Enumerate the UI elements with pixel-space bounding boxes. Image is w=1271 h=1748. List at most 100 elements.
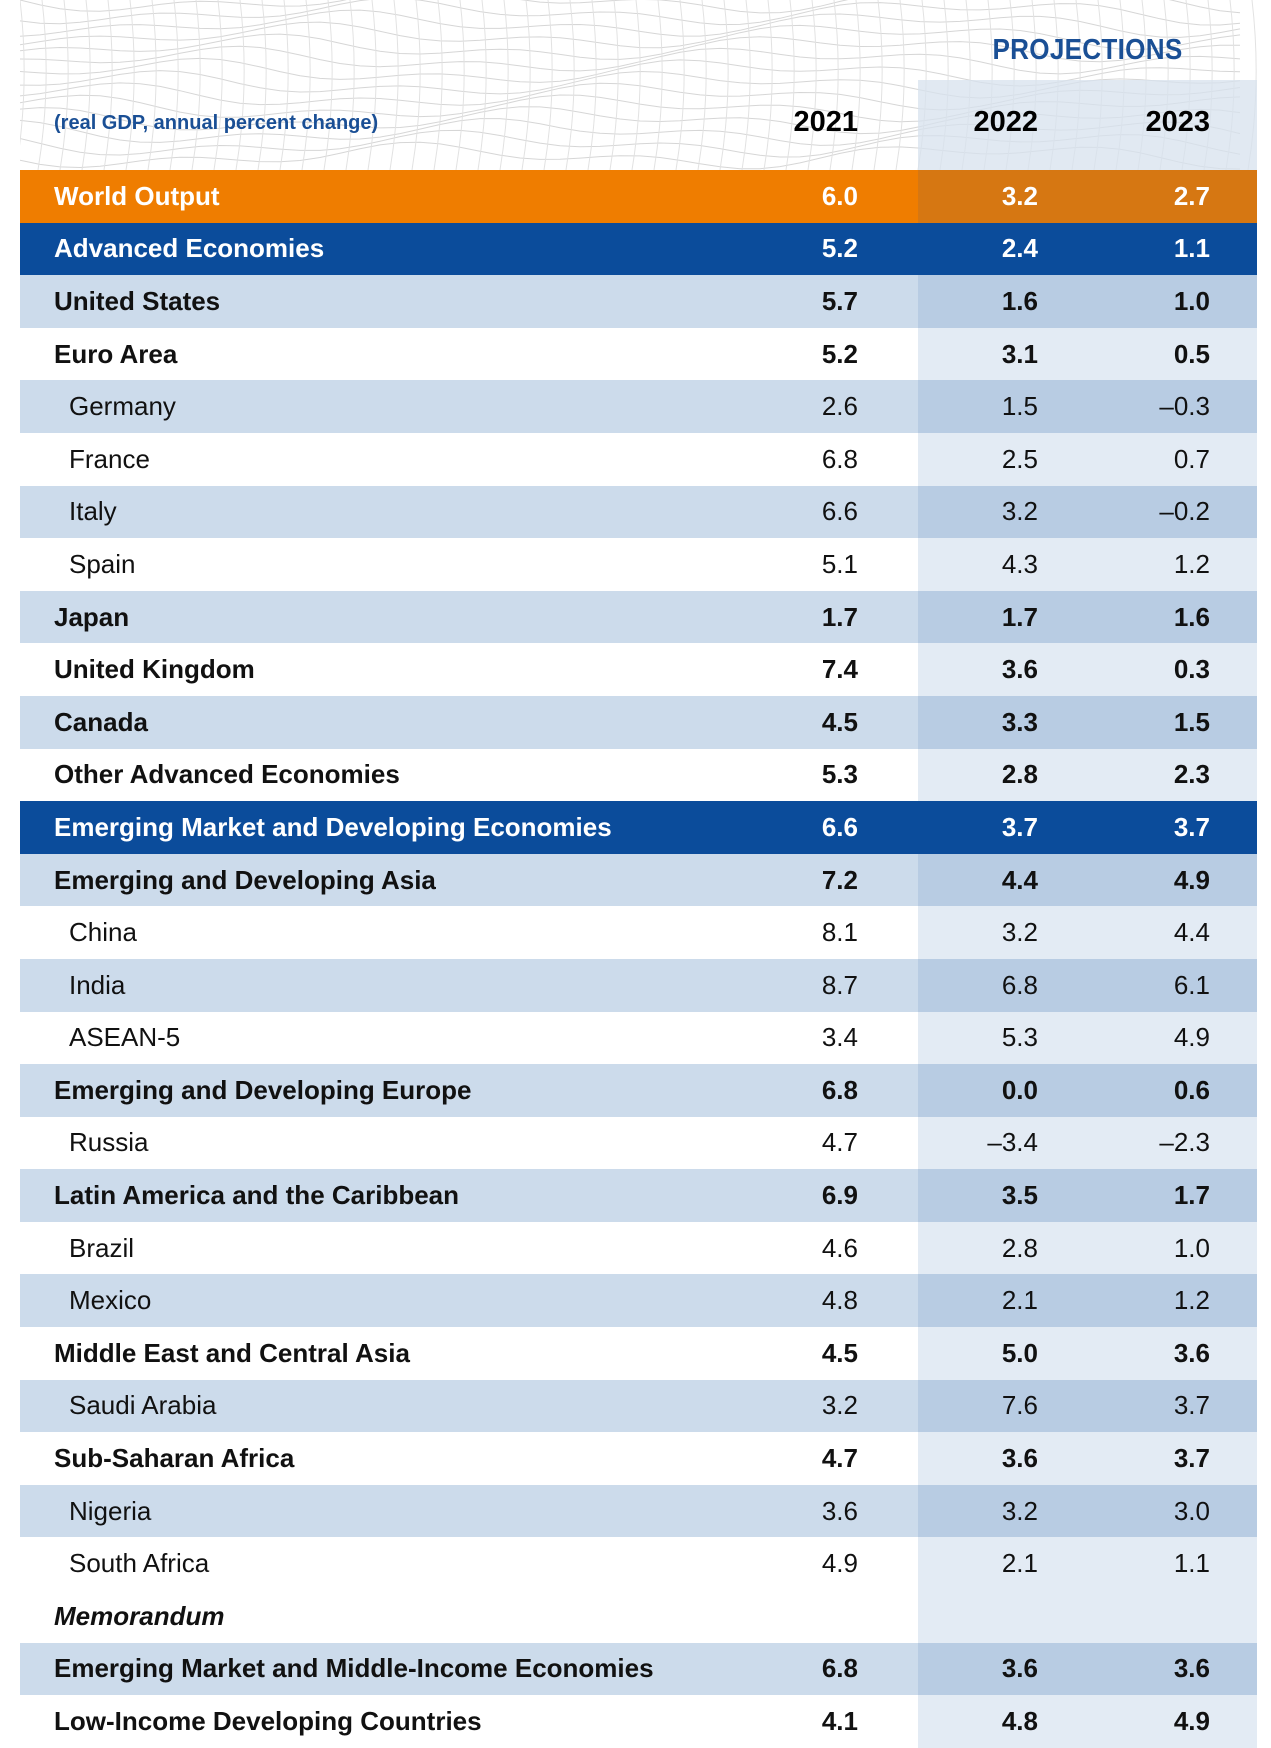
row-label: Advanced Economies [54, 233, 325, 264]
wave-line [169, 0, 179, 170]
row-label: Sub-Saharan Africa [54, 1443, 295, 1474]
projection-cell-shade [918, 958, 1257, 1012]
value-2023: 3.7 [1173, 1390, 1210, 1421]
table-row: Advanced Economies 5.2 2.4 1.1 [20, 222, 1257, 276]
wave-line [279, 0, 289, 170]
projection-cell-shade [918, 275, 1257, 328]
value-2021: 5.2 [821, 233, 858, 264]
value-2023: 0.6 [1173, 1074, 1210, 1105]
wave-line [873, 0, 883, 170]
value-2021: 6.0 [821, 180, 858, 211]
year-header-2021: 2021 [793, 106, 858, 138]
value-2023: 0.7 [1173, 443, 1210, 474]
table-row: ASEAN-5 3.4 5.3 4.9 [20, 1011, 1257, 1065]
value-2023: 1.6 [1173, 601, 1210, 632]
wave-line [125, 0, 135, 170]
wave-line [697, 0, 707, 170]
projection-cell-shade [918, 222, 1257, 276]
value-2022: 3.3 [1001, 706, 1038, 737]
value-2022: 4.4 [1001, 864, 1038, 895]
wave-line [433, 0, 443, 170]
wave-line [653, 0, 663, 170]
value-2021: 3.4 [821, 1022, 858, 1053]
table-row: Emerging Market and Middle-Income Econom… [20, 1642, 1257, 1696]
row-label: Saudi Arabia [69, 1390, 217, 1421]
row-label: World Output [54, 180, 220, 211]
row-label: Germany [69, 391, 176, 422]
projection-cell-shade [918, 380, 1257, 433]
year-header-2022: 2022 [973, 106, 1038, 138]
projection-cell-shade [918, 590, 1257, 644]
table-row: Canada 4.5 3.3 1.5 [20, 695, 1257, 749]
value-2022: 6.8 [1001, 969, 1038, 1000]
wave-line [895, 0, 905, 170]
value-2022: 3.7 [1001, 811, 1038, 842]
value-2022: 1.6 [1001, 285, 1038, 316]
value-2023: 3.7 [1173, 811, 1210, 842]
row-label: ASEAN-5 [69, 1022, 181, 1053]
value-2023: 4.4 [1173, 917, 1210, 948]
wave-line [345, 0, 355, 170]
value-2021: 6.9 [821, 1180, 858, 1211]
value-2023: 1.1 [1173, 1548, 1210, 1579]
value-2022: 7.6 [1001, 1390, 1038, 1421]
row-label: South Africa [69, 1548, 210, 1579]
projection-cell-shade [918, 906, 1257, 959]
wave-line [147, 0, 157, 170]
value-2021: 5.3 [821, 759, 858, 790]
value-2023: 1.2 [1173, 548, 1210, 579]
table-row: World Output 6.0 3.2 2.7 [20, 170, 1257, 223]
wave-line [675, 0, 685, 170]
table-row: Japan 1.7 1.7 1.6 [20, 590, 1257, 644]
wave-line [543, 0, 553, 170]
value-2023: 4.9 [1173, 1022, 1210, 1053]
value-2022: –3.4 [987, 1127, 1038, 1158]
row-label: Mexico [69, 1285, 152, 1316]
wave-line [785, 0, 795, 170]
projection-cell-shade [918, 432, 1257, 486]
row-label: Emerging Market and Middle-Income Econom… [54, 1653, 654, 1684]
value-2021: 4.6 [821, 1232, 858, 1263]
value-2021: 5.7 [821, 285, 858, 316]
projections-header-shade [918, 80, 1257, 170]
table-row: China 8.1 3.2 4.4 [20, 906, 1257, 959]
projection-cell-shade [918, 327, 1257, 381]
wave-line [521, 0, 531, 170]
projection-cell-shade [918, 748, 1257, 802]
wave-line [103, 0, 113, 170]
wave-line [477, 0, 487, 170]
value-2023: 6.1 [1173, 969, 1210, 1000]
table-subtitle: (real GDP, annual percent change) [54, 112, 379, 134]
projection-cell-shade [918, 170, 1257, 223]
value-2021: 4.9 [821, 1548, 858, 1579]
table-row: Emerging and Developing Europe 6.8 0.0 0.6 [20, 1064, 1257, 1117]
value-2023: –2.3 [1159, 1127, 1210, 1158]
wave-line [367, 0, 377, 170]
year-header-2023: 2023 [1145, 106, 1210, 138]
value-2022: 1.5 [1001, 391, 1038, 422]
projection-cell-shade [918, 1011, 1257, 1065]
table-row: Middle East and Central Asia 4.5 5.0 3.6 [20, 1327, 1257, 1380]
table-row: Emerging and Developing Asia 7.2 4.4 4.9 [20, 853, 1257, 907]
wave-line [20, 45, 1241, 75]
table-row: Spain 5.1 4.3 1.2 [20, 538, 1257, 591]
table-row: France 6.8 2.5 0.7 [20, 432, 1257, 486]
value-2023: 3.0 [1173, 1495, 1210, 1526]
value-2022: 3.1 [1001, 338, 1038, 369]
row-label: China [69, 917, 137, 948]
row-label: Latin America and the Caribbean [54, 1180, 460, 1211]
table-row: Italy 6.6 3.2 –0.2 [20, 485, 1257, 539]
projection-cell-shade [918, 1484, 1257, 1538]
projection-cell-shade [918, 1379, 1257, 1433]
row-label: Japan [54, 601, 130, 632]
value-2022: 3.2 [1001, 496, 1038, 527]
value-2021: 4.7 [821, 1443, 858, 1474]
projection-cell-shade [918, 1695, 1257, 1748]
table-row: India 8.7 6.8 6.1 [20, 958, 1257, 1012]
wave-line [20, 0, 1241, 14]
projection-cell-shade [918, 1221, 1257, 1275]
value-2023: 1.7 [1173, 1180, 1210, 1211]
value-2023: 1.0 [1173, 285, 1210, 316]
wave-line [411, 0, 421, 170]
table-row: Other Advanced Economies 5.3 2.8 2.3 [20, 748, 1257, 802]
